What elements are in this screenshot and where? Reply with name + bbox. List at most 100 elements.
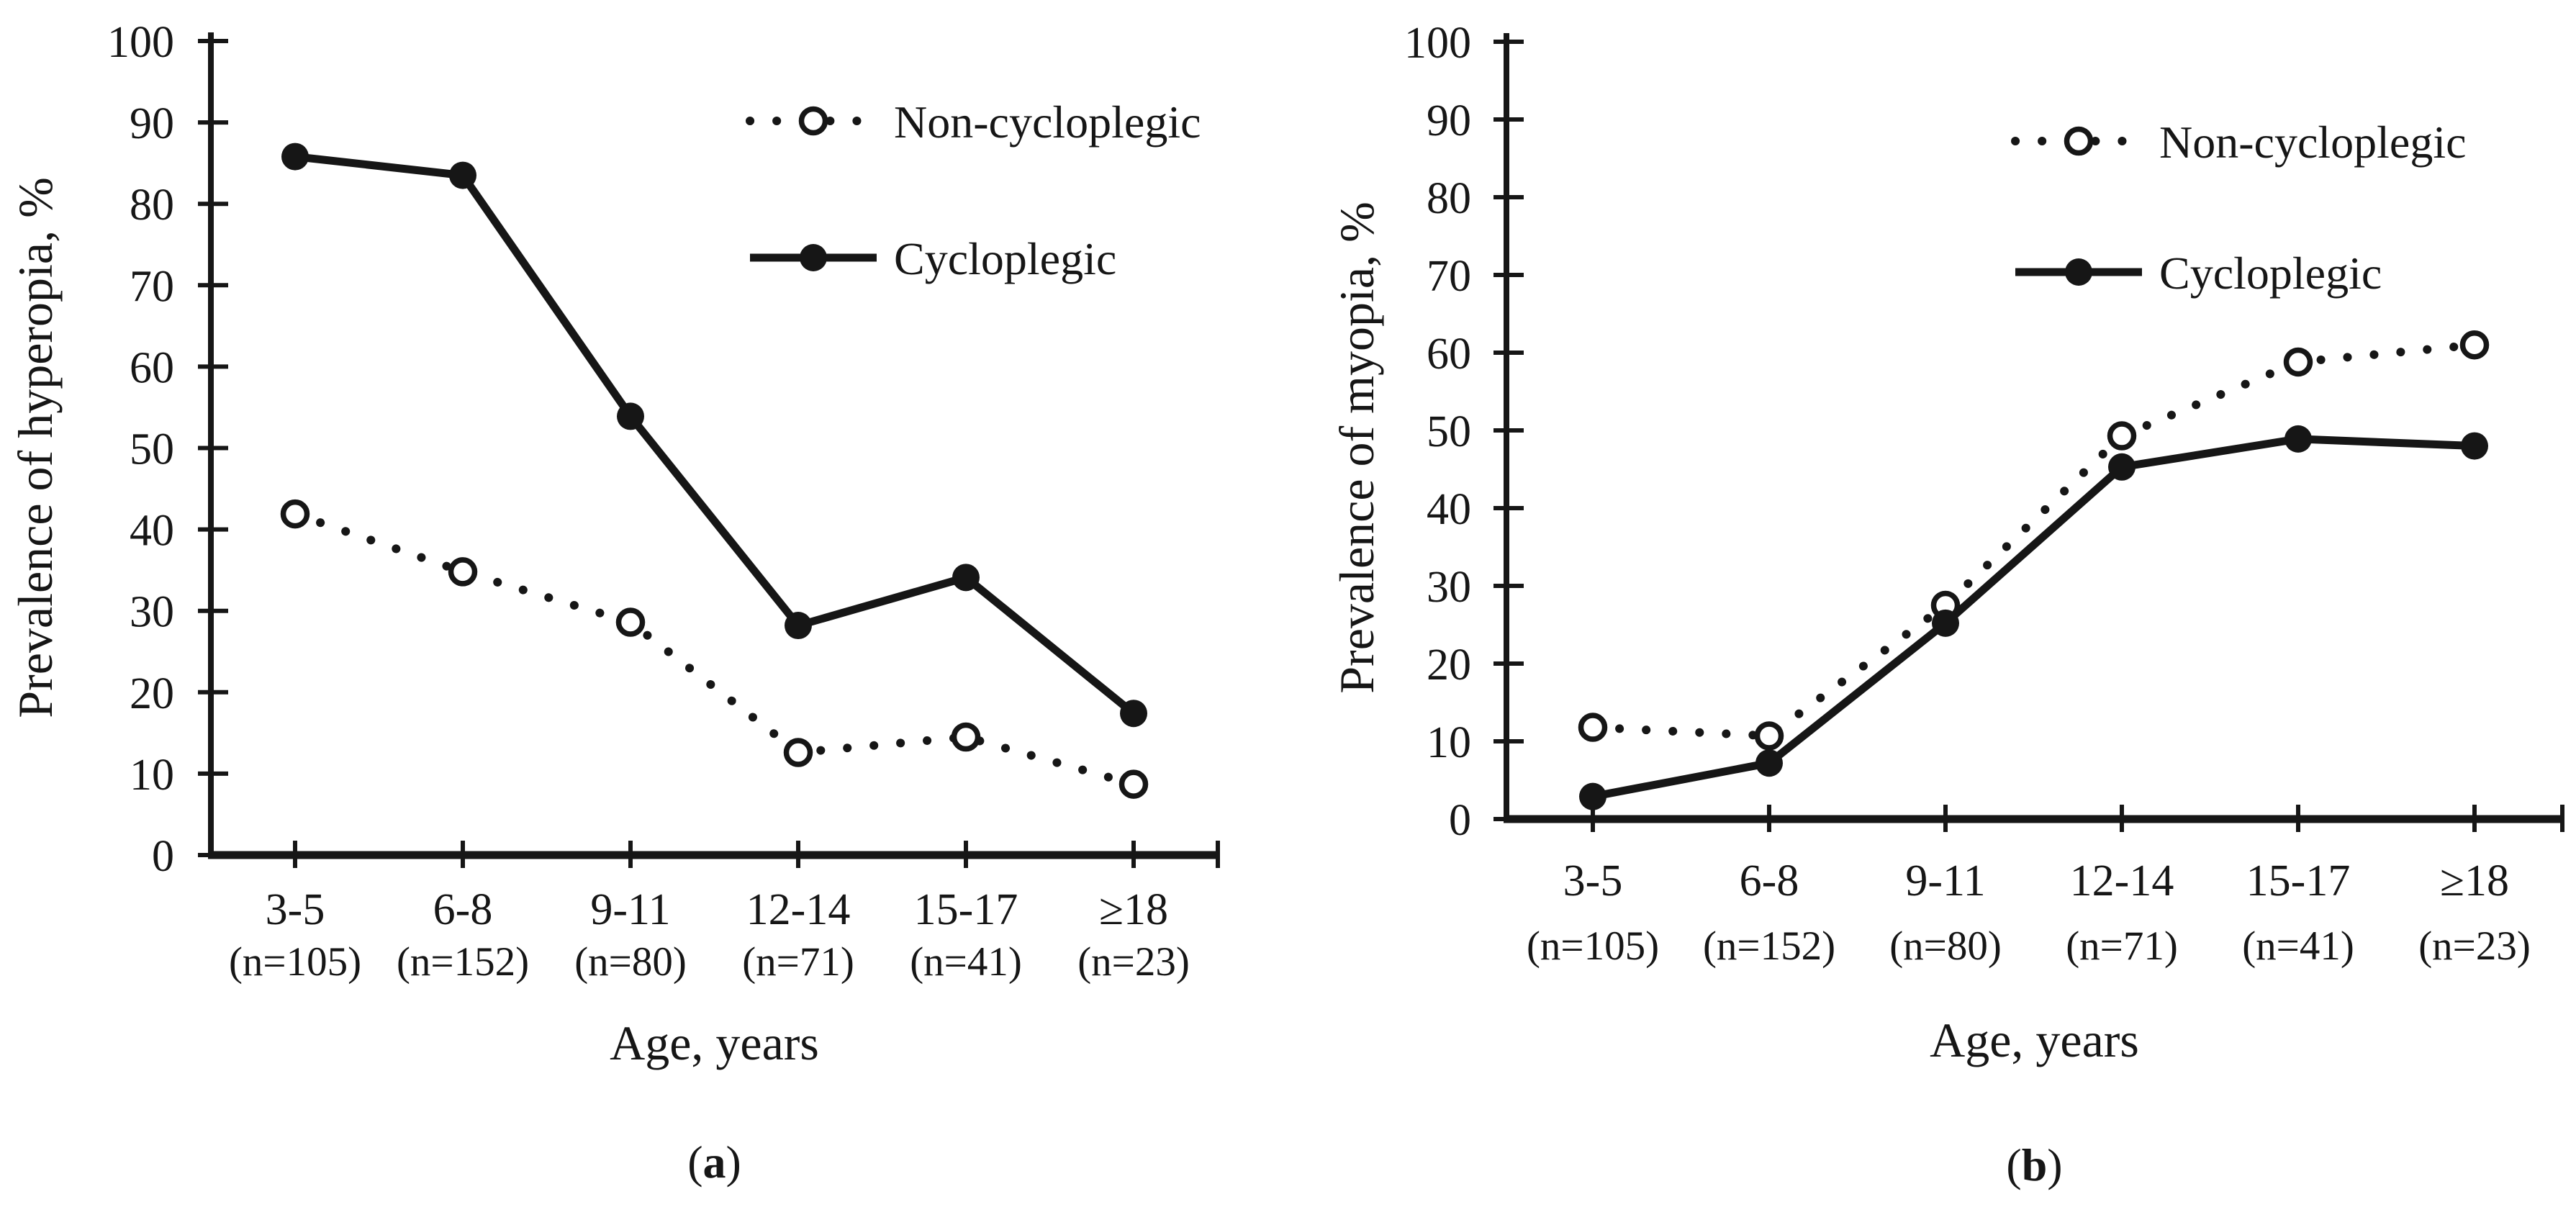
category-label: 9-11 (590, 885, 670, 934)
open-circle-marker (2283, 347, 2313, 377)
filled-circle-marker (2461, 432, 2488, 460)
open-circle-marker (1754, 721, 1784, 751)
y-tick-label: 30 (130, 588, 174, 637)
category-count-label: (n=152) (1703, 923, 1835, 969)
filled-circle-marker (952, 564, 980, 592)
solid-series-line (1591, 435, 2475, 801)
y-tick-label: 80 (1427, 174, 1471, 223)
panel-caption: (a) (687, 1136, 741, 1188)
legend: Non-cycloplegic Cycloplegic (2011, 117, 2467, 299)
panel-b: 0 10 20 30 40 50 60 70 80 90 100 3-5 (n=105) 6-8 (n=15… (1329, 19, 2564, 1190)
x-axis-title: Age, years (610, 1016, 819, 1070)
y-axis-title: Prevalence of myopia, % (1329, 202, 1384, 694)
y-tick-label: 10 (130, 751, 174, 800)
category-count-label: (n=71) (2066, 923, 2178, 969)
y-tick-label: 80 (130, 181, 174, 230)
y-tick-label: 30 (1427, 563, 1471, 612)
category-count-label: (n=23) (1077, 939, 1190, 985)
y-tick-label: 100 (107, 18, 174, 67)
y-tick-label: 0 (152, 832, 174, 881)
open-circle-marker (1118, 769, 1149, 799)
filled-circle-marker (281, 143, 309, 171)
legend-label: Cycloplegic (894, 233, 1116, 284)
filled-circle-marker (1755, 749, 1783, 777)
y-tick-label: 20 (1427, 641, 1471, 690)
filled-circle-marker (617, 402, 644, 430)
category-label: ≥18 (1099, 885, 1168, 934)
category-label: 3-5 (1563, 856, 1623, 905)
filled-circle-marker (2108, 453, 2136, 481)
open-circle-marker (615, 607, 646, 637)
series-non-cycloplegic (280, 499, 1149, 799)
open-circle-marker (448, 557, 478, 587)
panel-caption-close-paren: ) (726, 1136, 741, 1188)
open-circle-marker (280, 499, 310, 529)
y-tick-label: 50 (1427, 407, 1471, 456)
open-circle-marker (783, 738, 813, 767)
legend-item: Cycloplegic (750, 233, 1116, 284)
category-count-label: (n=105) (1527, 923, 1659, 969)
filled-circle-marker (449, 161, 476, 189)
category-count-label: (n=105) (229, 939, 361, 985)
filled-circle-marker (1579, 782, 1606, 810)
open-circle-marker (2107, 421, 2137, 451)
panel-caption: (b) (2006, 1139, 2062, 1190)
open-circle-marker (2459, 330, 2490, 360)
legend-item: Non-cycloplegic (2011, 117, 2467, 168)
filled-circle-marker (1120, 700, 1147, 728)
y-axis-title: Prevalence of hyperopia, % (8, 177, 63, 718)
y-tick-label: 20 (130, 669, 174, 718)
y-tick-label: 60 (1427, 330, 1471, 379)
y-tick-label: 90 (1427, 96, 1471, 145)
y-tick-label: 50 (130, 425, 174, 474)
category-count-label: (n=80) (574, 939, 687, 985)
category-count-label: (n=152) (397, 939, 529, 985)
category-count-label: (n=41) (2242, 923, 2354, 969)
panel-caption-letter: a (703, 1136, 726, 1188)
category-count-label: (n=80) (1889, 923, 2002, 969)
category-count-label: (n=23) (2418, 923, 2531, 969)
panel-caption-open-paren: ( (687, 1136, 702, 1188)
legend-filled-circle-marker (800, 244, 827, 271)
x-axis-title: Age, years (1930, 1013, 2139, 1067)
legend-label: Cycloplegic (2159, 248, 2382, 299)
category-count-label: (n=41) (910, 939, 1022, 985)
y-tick-label: 100 (1404, 19, 1471, 68)
category-label: 15-17 (914, 885, 1018, 934)
category-label: 6-8 (1740, 856, 1799, 905)
category-label: 9-11 (1905, 856, 1985, 905)
category-label: 12-14 (746, 885, 851, 934)
category-label: 15-17 (2246, 856, 2351, 905)
series-cycloplegic (1579, 425, 2488, 810)
filled-circle-marker (2284, 425, 2312, 453)
legend-label: Non-cycloplegic (894, 96, 1201, 148)
category-label: ≥18 (2440, 856, 2509, 905)
y-tick-label: 40 (130, 507, 174, 556)
legend-item: Cycloplegic (2015, 248, 2382, 299)
open-circle-marker (951, 722, 981, 752)
solid-series-line (294, 153, 1136, 717)
legend-filled-circle-marker (2065, 258, 2092, 286)
series-cycloplegic (281, 143, 1147, 728)
y-tick-label: 70 (1427, 252, 1471, 301)
panel-a: 0 10 20 30 40 50 60 70 80 90 100 3-5 (n=105) 6-8 (n=15… (8, 18, 1220, 1188)
y-tick-label: 90 (130, 99, 174, 148)
category-count-label: (n=71) (742, 939, 854, 985)
legend-open-circle-marker (798, 106, 828, 136)
dotted-series-line (291, 510, 1138, 789)
y-tick-label: 40 (1427, 485, 1471, 534)
y-tick-label: 70 (130, 262, 174, 311)
category-label: 3-5 (266, 885, 325, 934)
y-tick-label: 10 (1427, 718, 1471, 767)
legend-open-circle-marker (2064, 126, 2094, 156)
panel-caption-open-paren: ( (2006, 1139, 2021, 1190)
filled-circle-marker (1932, 609, 1959, 637)
open-circle-marker (1578, 713, 1608, 742)
panel-caption-close-paren: ) (2047, 1139, 2062, 1190)
y-tick-label: 0 (1449, 796, 1471, 845)
filled-circle-marker (785, 612, 812, 640)
legend-label: Non-cycloplegic (2159, 117, 2467, 168)
category-label: 12-14 (2070, 856, 2174, 905)
category-label: 6-8 (433, 885, 493, 934)
